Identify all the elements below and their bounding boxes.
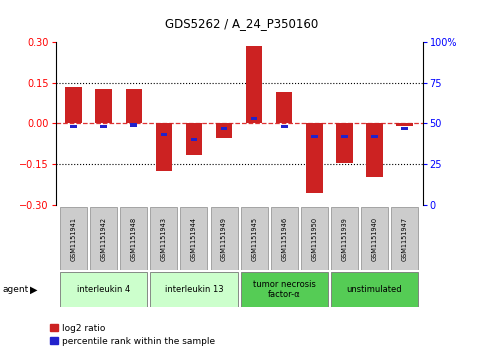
Text: ▶: ▶ [30, 285, 38, 294]
Text: unstimulated: unstimulated [347, 285, 402, 294]
Bar [90, 207, 117, 270]
Bar [396, 123, 413, 126]
Bar [181, 207, 208, 270]
Legend: log2 ratio, percentile rank within the sample: log2 ratio, percentile rank within the s… [50, 324, 215, 346]
Bar [126, 89, 142, 123]
Bar [331, 272, 418, 307]
Text: GSM1151943: GSM1151943 [161, 217, 167, 261]
Bar [211, 207, 238, 270]
Bar [150, 272, 238, 307]
Bar [241, 272, 328, 307]
Bar [336, 123, 353, 163]
Text: GSM1151949: GSM1151949 [221, 217, 227, 261]
Text: GSM1151940: GSM1151940 [371, 217, 378, 261]
Bar [371, 135, 378, 138]
Bar [160, 133, 167, 136]
Bar [311, 135, 318, 138]
Bar [251, 117, 257, 120]
Bar [361, 207, 388, 270]
Bar [276, 92, 293, 123]
Bar [331, 207, 358, 270]
Bar [366, 123, 383, 176]
Bar [71, 125, 77, 129]
Bar [341, 135, 348, 138]
Text: interleukin 4: interleukin 4 [77, 285, 130, 294]
Bar [156, 123, 172, 171]
Text: GSM1151944: GSM1151944 [191, 217, 197, 261]
Bar [60, 272, 147, 307]
Bar [401, 127, 408, 130]
Text: GSM1151941: GSM1151941 [71, 217, 77, 261]
Text: GSM1151948: GSM1151948 [131, 217, 137, 261]
Bar [185, 123, 202, 155]
Text: agent: agent [2, 285, 28, 294]
Bar [306, 123, 323, 193]
Text: GSM1151939: GSM1151939 [341, 217, 347, 261]
Bar [391, 207, 418, 270]
Bar [270, 207, 298, 270]
Bar [281, 125, 287, 129]
Text: GSM1151946: GSM1151946 [281, 217, 287, 261]
Text: GSM1151950: GSM1151950 [312, 217, 317, 261]
Text: GDS5262 / A_24_P350160: GDS5262 / A_24_P350160 [165, 17, 318, 30]
Text: interleukin 13: interleukin 13 [165, 285, 223, 294]
Bar [216, 123, 232, 138]
Bar [301, 207, 328, 270]
Bar [241, 207, 268, 270]
Bar [191, 138, 197, 142]
Text: GSM1151947: GSM1151947 [401, 217, 408, 261]
Bar [221, 127, 227, 130]
Text: tumor necrosis
factor-α: tumor necrosis factor-α [253, 280, 316, 299]
Bar [150, 207, 177, 270]
Bar [246, 46, 262, 123]
Text: GSM1151945: GSM1151945 [251, 217, 257, 261]
Bar [100, 125, 107, 129]
Bar [96, 89, 112, 123]
Bar [65, 87, 82, 123]
Text: GSM1151942: GSM1151942 [100, 217, 107, 261]
Bar [120, 207, 147, 270]
Bar [60, 207, 87, 270]
Bar [130, 123, 137, 127]
